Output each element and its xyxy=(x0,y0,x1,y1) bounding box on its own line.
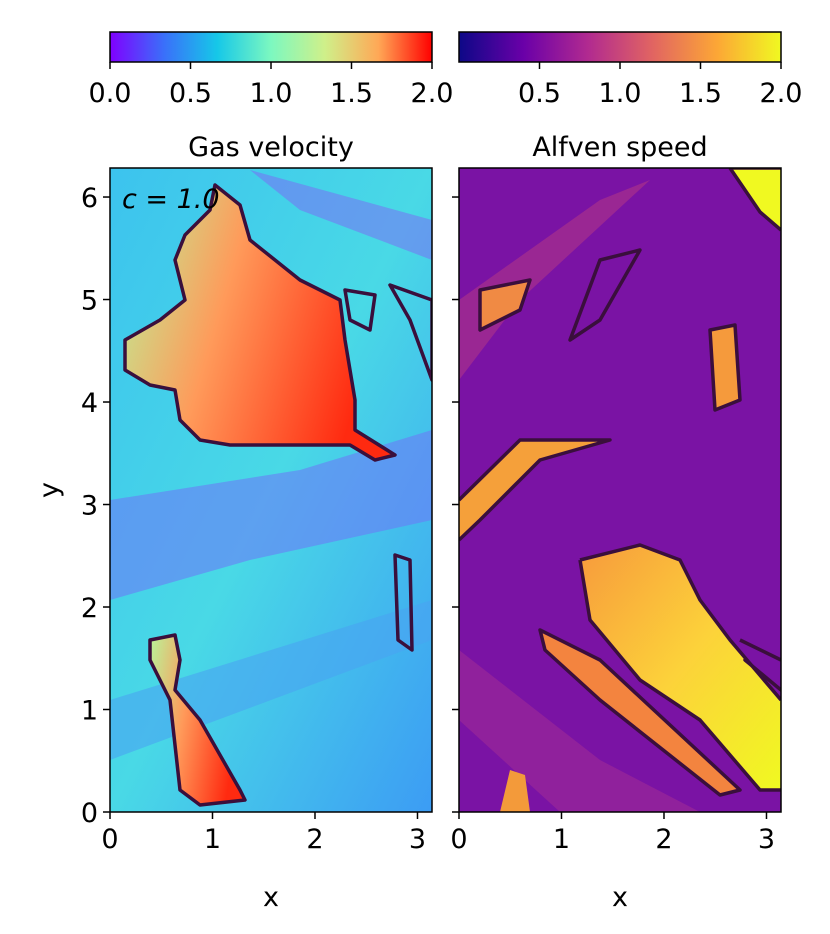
colorbar-tick-label: 2.0 xyxy=(760,78,803,109)
colorbar-tick-label: 0.5 xyxy=(518,78,561,109)
y-tick-label: 6 xyxy=(81,183,98,214)
x-tick-label: 1 xyxy=(204,824,221,855)
colorbar-tick-label: 1.0 xyxy=(250,78,293,109)
colorbar xyxy=(458,31,782,63)
colorbar-tick-label: 1.5 xyxy=(679,78,722,109)
chart-title: Gas velocity xyxy=(188,132,354,163)
y-axis-label: y xyxy=(34,482,65,498)
axes-frame xyxy=(109,167,433,813)
axes-frame xyxy=(458,167,782,813)
annotation: c = 1.0 xyxy=(122,184,220,215)
x-tick-label: 2 xyxy=(306,824,323,855)
y-tick-label: 4 xyxy=(81,388,98,419)
gas-field xyxy=(110,168,432,812)
colorbar-tick-label: 1.0 xyxy=(599,78,642,109)
x-tick-label: 0 xyxy=(450,824,467,855)
x-tick-label: 3 xyxy=(758,824,775,855)
chart-title: Alfven speed xyxy=(532,132,707,163)
y-tick-label: 0 xyxy=(81,798,98,829)
y-tick-label: 3 xyxy=(81,491,98,522)
x-tick-label: 2 xyxy=(655,824,672,855)
y-tick-label: 2 xyxy=(81,593,98,624)
colorbar-tick-label: 2.0 xyxy=(411,78,454,109)
x-tick-label: 3 xyxy=(409,824,426,855)
x-axis-label: x xyxy=(612,882,628,913)
colorbar xyxy=(109,31,433,63)
colorbar-tick-label: 1.5 xyxy=(330,78,373,109)
x-tick-label: 0 xyxy=(101,824,118,855)
x-tick-label: 1 xyxy=(553,824,570,855)
colorbar-tick-label: 0.0 xyxy=(89,78,132,109)
y-tick-label: 5 xyxy=(81,286,98,317)
y-tick-label: 1 xyxy=(81,696,98,727)
alfven-field xyxy=(459,168,781,812)
x-axis-label: x xyxy=(263,882,279,913)
colorbar-tick-label: 0.5 xyxy=(169,78,212,109)
